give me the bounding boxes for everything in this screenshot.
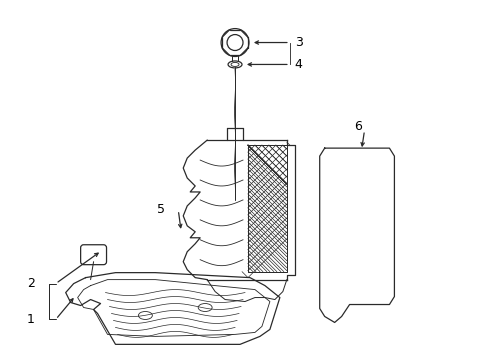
Text: 2: 2 (27, 277, 35, 290)
Text: 6: 6 (354, 120, 362, 133)
Text: 4: 4 (294, 58, 302, 71)
Text: 5: 5 (157, 203, 165, 216)
Text: 3: 3 (294, 36, 302, 49)
Text: 1: 1 (27, 313, 35, 326)
